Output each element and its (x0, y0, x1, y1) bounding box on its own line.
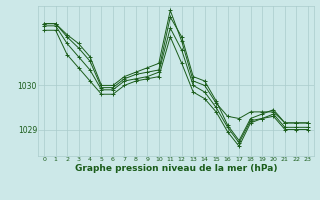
X-axis label: Graphe pression niveau de la mer (hPa): Graphe pression niveau de la mer (hPa) (75, 164, 277, 173)
